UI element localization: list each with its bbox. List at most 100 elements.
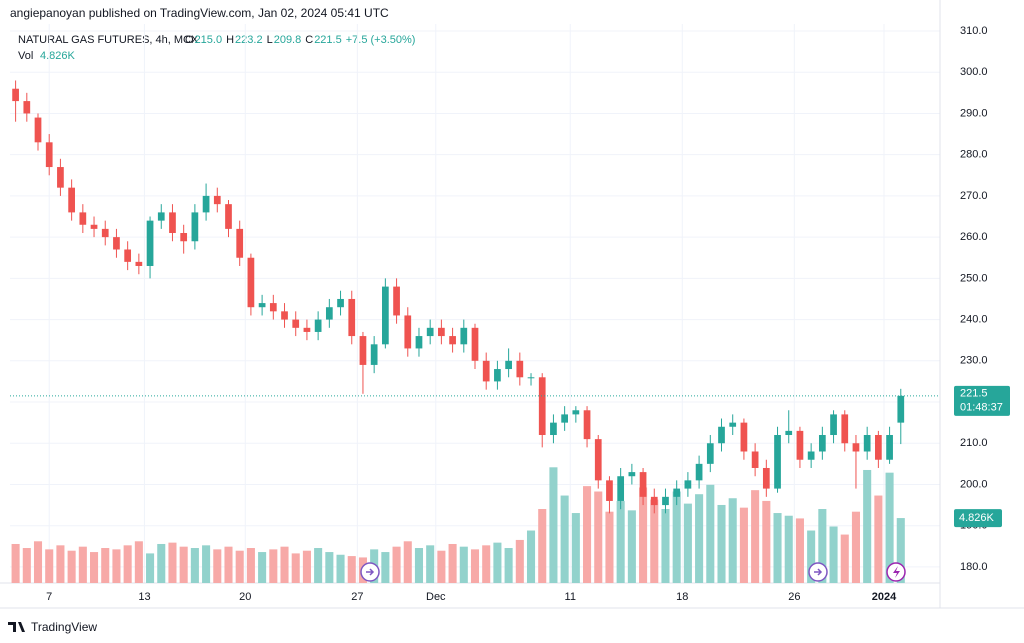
candle-body [382,286,389,345]
candle-body [325,307,333,320]
candle-body [348,298,356,337]
y-tick-label: 250.0 [960,272,988,284]
y-tick-label: 210.0 [960,437,988,449]
candle-body [79,212,87,225]
volume-bar [314,548,323,583]
volume-bar [863,469,872,583]
candle-body [494,369,501,382]
volume-bar [56,545,65,583]
volume-bar [728,498,737,583]
volume-bar [717,504,726,583]
candle-body [180,233,188,242]
volume-bar [381,552,390,583]
y-tick-label: 230.0 [960,355,988,367]
volume-bar [336,554,345,583]
candle-body [830,414,837,436]
candle-body [146,220,154,266]
footer-logo [8,622,25,632]
volume-bar [123,545,132,583]
candle-body [415,336,423,349]
candle-body [751,451,759,468]
candle-body [68,187,75,213]
volume-bar [627,510,636,583]
volume-bar [112,549,121,583]
volume-bar [549,467,558,583]
candle-body [718,426,725,444]
candle-body [23,101,31,114]
volume-bar [650,499,659,583]
volume-bar [515,539,524,583]
candle-body [706,443,714,464]
volume-bar [672,491,681,583]
candle-body [583,410,591,440]
volume-axis-label: 4.826K [959,512,995,524]
candle-body [426,327,434,337]
volume-bar [616,500,625,583]
x-tick-label: 18 [676,591,688,603]
candle-body [561,414,568,423]
volume-bar [751,490,760,583]
candle-body [57,167,64,188]
last-price-label: 221.5 [960,388,988,400]
ohlc-key: L [267,34,273,46]
candle-body [225,204,232,229]
volume-bar [829,526,838,583]
candle-body [113,237,120,250]
candle-body [606,480,613,501]
volume-bar [560,495,569,583]
y-tick-label: 200.0 [960,478,988,490]
volume-bar [235,550,244,583]
volume-bar [896,518,905,583]
volume-bar [213,549,222,583]
candle-body [863,435,871,452]
candle-body [303,327,311,332]
volume-bar [168,542,177,583]
candle-body [729,422,737,427]
candle-body [359,336,367,365]
volume-bar [280,546,289,583]
candle-body [762,467,770,489]
volume-bar [347,556,356,583]
ohlc-value: 215.0 [195,34,223,46]
candle-body [269,303,277,312]
candle-body [314,319,322,332]
volume-bar [258,552,267,583]
volume-bar [426,545,435,583]
candle-body [628,472,636,477]
volume-bar [146,553,155,583]
candle-body [438,327,445,337]
volume-bar [33,541,43,583]
volume-bar [437,550,446,583]
volume-bar [594,491,603,583]
x-tick-label: 2024 [872,591,897,603]
x-tick-label: 27 [351,591,363,603]
volume-axis-box [954,509,1002,528]
ohlc-key: O [185,34,194,46]
candle-body [673,488,681,497]
event-icon-arrow [366,568,375,576]
volume-bar [739,507,748,583]
ohlc-value: 221.5 [314,34,342,46]
ohlc-value: 223.2 [235,34,263,46]
candle-body [213,195,221,205]
candle-body [796,430,804,460]
candle-body [281,311,288,320]
candle-body [337,298,344,308]
y-tick-label: 290.0 [960,107,988,119]
volume-bar [493,542,502,583]
volume-bar [661,509,670,583]
candle-body [191,212,199,242]
candle-body [124,249,132,262]
x-tick-label: 11 [565,591,576,603]
candle-body [90,224,98,229]
last-price-box [954,385,1010,416]
candle-body [897,395,905,423]
candle-body [12,88,19,102]
candle-body [258,303,266,308]
volume-bar [157,543,166,583]
candle-body [449,336,456,345]
candle-body [639,472,647,497]
volume-bar [885,472,894,583]
x-tick-label: 7 [46,591,52,603]
volume-bar [695,494,704,583]
